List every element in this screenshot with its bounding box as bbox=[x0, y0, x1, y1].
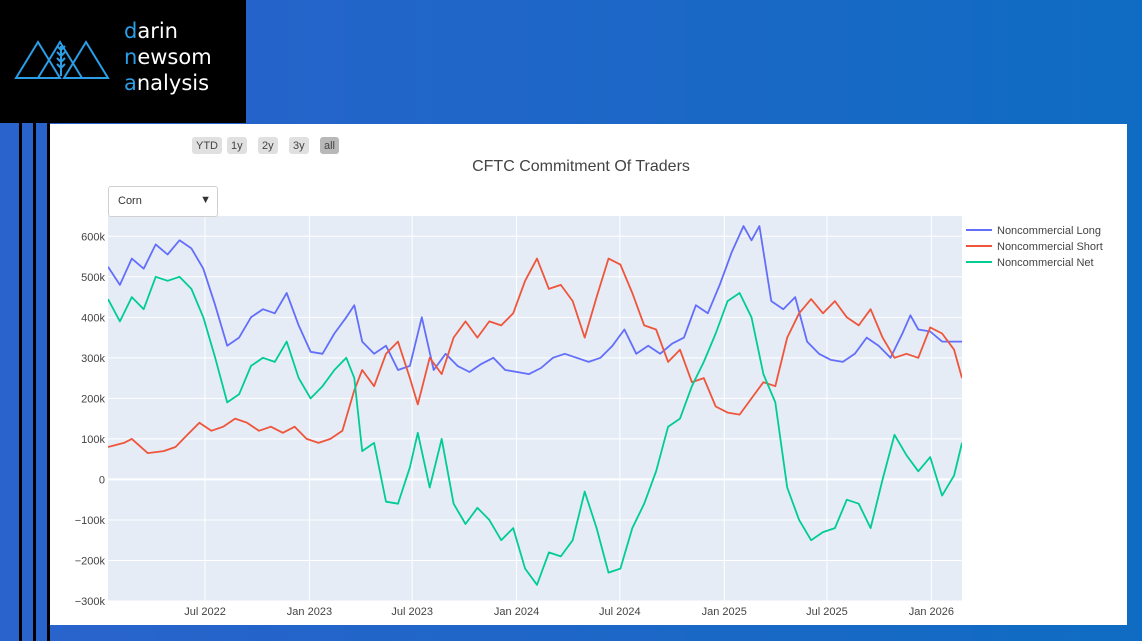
y-tick-label: 0 bbox=[99, 474, 105, 486]
left-stripe-2 bbox=[33, 123, 36, 641]
logo-wordmark: darin newsom analysis bbox=[124, 18, 212, 96]
x-tick-label: Jul 2022 bbox=[184, 606, 226, 618]
y-tick-label: 100k bbox=[81, 434, 105, 446]
chart-title: CFTC Commitment Of Traders bbox=[472, 158, 690, 175]
chart-panel: −300k −200k −100k 0 100k 200k 300k 400k 500k 600k… bbox=[50, 124, 1127, 625]
series-line-3 bbox=[108, 275, 962, 586]
y-tick-label: −100k bbox=[75, 515, 106, 527]
x-tick-label: Jan 2026 bbox=[909, 606, 954, 618]
legend-label-3: Noncommercial Net bbox=[997, 257, 1094, 269]
logo-panel: darin newsom analysis bbox=[0, 0, 246, 123]
left-stripe-3 bbox=[47, 123, 50, 641]
cot-line-chart: −300k −200k −100k 0 100k 200k 300k 400k 500k 600k… bbox=[75, 216, 1103, 618]
logo-line-1: darin bbox=[124, 19, 178, 43]
logo-line-3: analysis bbox=[124, 71, 210, 95]
y-tick-label: 600k bbox=[81, 231, 105, 243]
commodity-dropdown[interactable]: Corn ▼ bbox=[108, 186, 218, 217]
series-line-1 bbox=[108, 225, 962, 375]
commodity-dropdown-value: Corn bbox=[118, 195, 142, 207]
wheat-mountains-logo-icon bbox=[14, 40, 110, 79]
y-tick-label: 300k bbox=[81, 353, 105, 365]
range-button-all[interactable]: all bbox=[320, 137, 340, 154]
range-button-2y[interactable]: 2y bbox=[258, 137, 278, 154]
plot-area bbox=[108, 216, 962, 601]
legend-label-1: Noncommercial Long bbox=[997, 225, 1101, 237]
x-tick-label: Jul 2025 bbox=[806, 606, 848, 618]
series-line-2 bbox=[108, 257, 962, 454]
logo-line-2: newsom bbox=[124, 45, 212, 69]
x-tick-label: Jul 2024 bbox=[599, 606, 641, 618]
y-tick-label: −200k bbox=[75, 555, 106, 567]
legend-label-2: Noncommercial Short bbox=[997, 241, 1103, 253]
range-button-3y[interactable]: 3y bbox=[289, 137, 309, 154]
range-button-1y[interactable]: 1y bbox=[227, 137, 247, 154]
y-tick-label: 200k bbox=[81, 393, 105, 405]
left-stripe-1 bbox=[19, 123, 22, 641]
range-button-ytd[interactable]: YTD bbox=[192, 137, 222, 154]
x-tick-label: Jan 2023 bbox=[287, 606, 332, 618]
y-tick-label: 400k bbox=[81, 312, 105, 324]
y-tick-label: 500k bbox=[81, 272, 105, 284]
x-tick-label: Jul 2023 bbox=[391, 606, 433, 618]
x-tick-label: Jan 2025 bbox=[702, 606, 747, 618]
chevron-down-icon: ▼ bbox=[200, 194, 211, 206]
y-tick-label: −300k bbox=[75, 596, 106, 608]
x-tick-label: Jan 2024 bbox=[494, 606, 539, 618]
